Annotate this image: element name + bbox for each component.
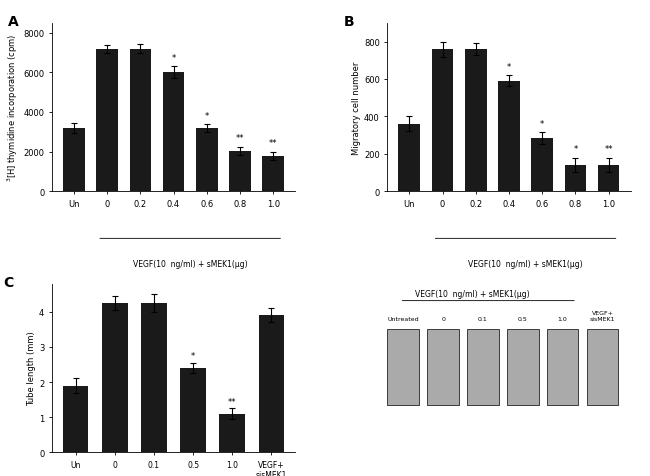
Text: *: *: [205, 111, 209, 120]
Bar: [196, 129, 218, 192]
Text: 0.1: 0.1: [478, 316, 488, 321]
FancyBboxPatch shape: [427, 329, 459, 405]
Bar: [263, 156, 284, 192]
Bar: [129, 50, 151, 192]
Text: 1.0: 1.0: [558, 316, 567, 321]
Text: VEGF(10  ng/ml) + sMEK1(μg): VEGF(10 ng/ml) + sMEK1(μg): [415, 289, 530, 298]
Y-axis label: Tube length (mm): Tube length (mm): [27, 331, 36, 406]
Text: 0.5: 0.5: [518, 316, 528, 321]
Bar: [465, 50, 487, 192]
FancyBboxPatch shape: [587, 329, 618, 405]
Bar: [432, 50, 453, 192]
Text: Untreated: Untreated: [387, 316, 419, 321]
Bar: [398, 125, 420, 192]
Text: **: **: [228, 397, 237, 406]
Text: 0: 0: [441, 316, 445, 321]
Text: C: C: [3, 276, 14, 290]
Bar: [141, 304, 166, 452]
Bar: [220, 414, 245, 452]
Text: *: *: [540, 120, 544, 129]
FancyBboxPatch shape: [547, 329, 578, 405]
Text: *: *: [191, 351, 195, 360]
FancyBboxPatch shape: [467, 329, 499, 405]
Bar: [63, 129, 84, 192]
FancyBboxPatch shape: [387, 329, 419, 405]
Text: **: **: [236, 134, 244, 143]
Text: B: B: [344, 15, 354, 30]
Text: **: **: [269, 139, 278, 148]
Bar: [498, 82, 520, 192]
FancyBboxPatch shape: [507, 329, 539, 405]
Text: VEGF(10  ng/ml) + sMEK1(μg): VEGF(10 ng/ml) + sMEK1(μg): [468, 259, 583, 268]
Bar: [229, 151, 251, 192]
Text: VEGF(10  ng/ml) + sMEK1(μg): VEGF(10 ng/ml) + sMEK1(μg): [133, 259, 248, 268]
Y-axis label: Migratory cell number: Migratory cell number: [352, 61, 361, 154]
Text: VEGF+
sisMEK1: VEGF+ sisMEK1: [590, 310, 616, 321]
Bar: [181, 368, 206, 452]
Text: *: *: [172, 54, 176, 63]
Bar: [598, 166, 619, 192]
Bar: [532, 139, 553, 192]
Bar: [162, 73, 185, 192]
Bar: [63, 386, 88, 452]
Y-axis label: $^{3}$[H] thymidine incorporation (cpm): $^{3}$[H] thymidine incorporation (cpm): [6, 34, 20, 182]
Text: *: *: [573, 145, 578, 154]
Bar: [96, 50, 118, 192]
Text: *: *: [507, 63, 511, 72]
Text: **: **: [604, 145, 613, 154]
Bar: [565, 166, 586, 192]
Bar: [259, 316, 284, 452]
Bar: [102, 304, 127, 452]
Text: A: A: [8, 15, 19, 30]
